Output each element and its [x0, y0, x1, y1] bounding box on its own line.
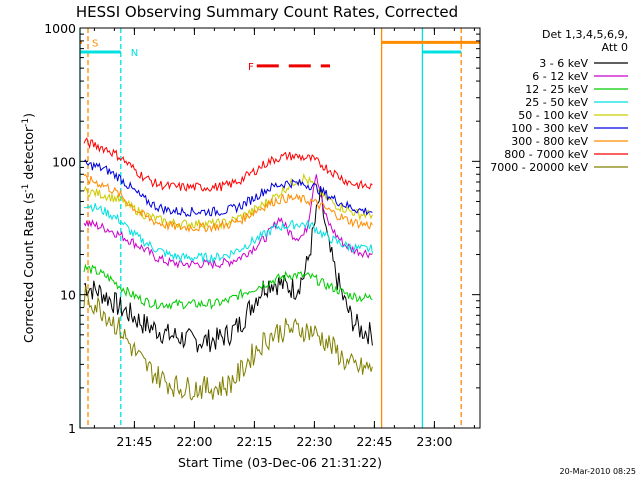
legend-label-7: 800 - 7000 keV: [504, 148, 588, 161]
legend-label-8: 7000 - 20000 keV: [490, 161, 588, 174]
axis-ticks: 21:45 22:00 22:15 22:30 22:45 23:00 1 10 100 1000: [44, 21, 480, 449]
x-tick-label-4: 22:45: [356, 434, 392, 449]
series-line-6: [83, 173, 373, 233]
x-tick-label-2: 22:15: [236, 434, 272, 449]
x-tick-label-3: 22:30: [296, 434, 332, 449]
x-tick-label-0: 21:45: [116, 434, 152, 449]
state-bar-label-2: N: [131, 48, 138, 59]
y-tick-label-3: 1000: [44, 21, 76, 36]
plot-frame: [79, 27, 481, 429]
x-axis-title: Start Time (03-Dec-06 21:31:22): [178, 455, 382, 470]
plot-area: S N F 21:45 22:00 22:15 22:30 22:45 23:00 1 10 100…: [44, 21, 481, 449]
state-bars: S N F: [80, 38, 480, 73]
legend-header-line1: Det 1,3,4,5,6,9,: [542, 28, 628, 41]
state-bar-label-0: S: [92, 38, 98, 49]
legend-label-5: 100 - 300 keV: [511, 122, 588, 135]
legend-label-0: 3 - 6 keV: [539, 57, 588, 70]
y-tick-label-2: 100: [52, 154, 76, 169]
legend-label-3: 25 - 50 keV: [525, 96, 588, 109]
x-tick-label-5: 23:00: [416, 434, 452, 449]
series-line-1: [83, 174, 373, 270]
legend-label-6: 300 - 800 keV: [511, 135, 588, 148]
chart-title: HESSI Observing Summary Count Rates, Cor…: [76, 3, 458, 21]
series-layer: [83, 137, 373, 401]
y-tick-label-1: 10: [60, 288, 76, 303]
series-line-8: [83, 285, 373, 401]
legend-label-1: 6 - 12 keV: [532, 70, 588, 83]
series-line-4: [83, 172, 373, 231]
y-axis-title: Corrected Count Rate (s-1 detector-1): [21, 113, 36, 343]
series-line-0: [83, 187, 373, 353]
legend-header-line2: Att 0: [602, 41, 628, 54]
series-line-5: [83, 159, 373, 218]
x-tick-label-1: 22:00: [176, 434, 212, 449]
legend-label-2: 12 - 25 keV: [525, 83, 588, 96]
legend-label-4: 50 - 100 keV: [518, 109, 588, 122]
series-line-2: [83, 263, 373, 311]
state-bar-label-4: F: [248, 62, 254, 73]
series-line-7: [83, 137, 373, 192]
series-line-3: [83, 203, 373, 264]
y-tick-label-0: 1: [68, 421, 76, 436]
timestamp: 20-Mar-2010 08:25: [560, 467, 637, 476]
